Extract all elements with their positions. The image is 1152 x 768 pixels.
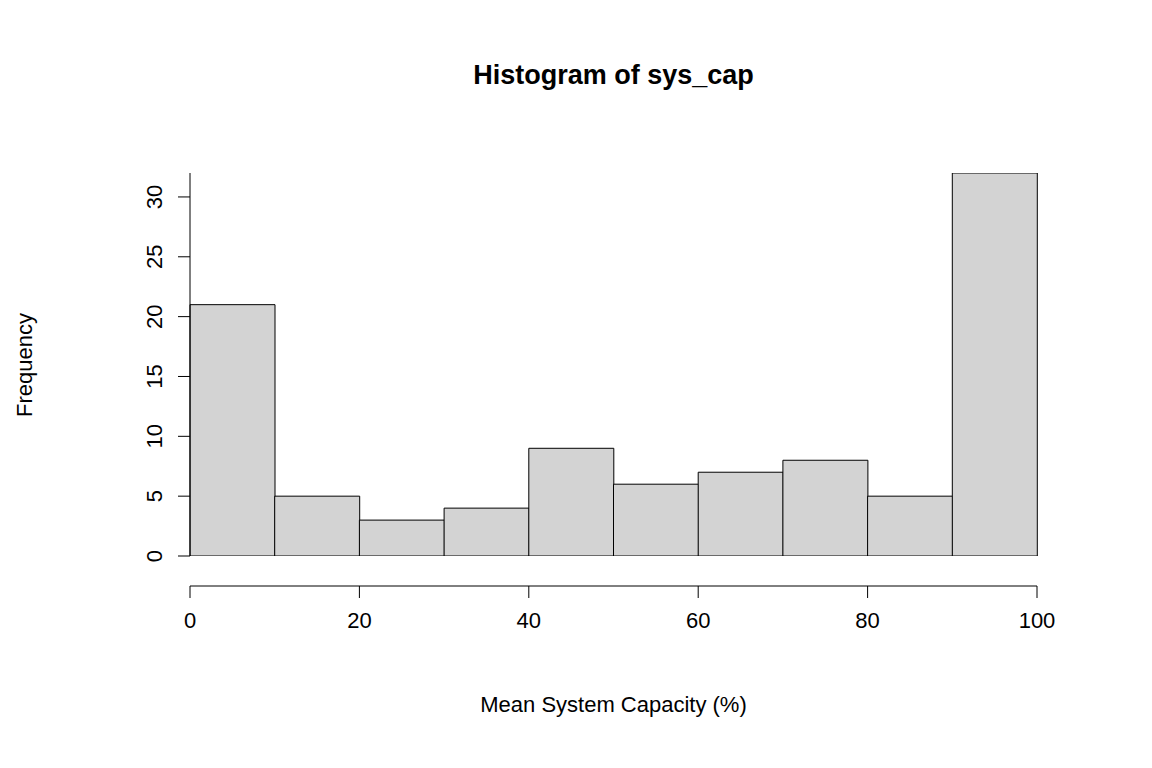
html-text:Histogram of sys_cap: Histogram of sys_cap <box>473 60 754 90</box>
svg-text:60: 60 <box>686 608 710 633</box>
svg-text:20: 20 <box>347 608 371 633</box>
svg-text:80: 80 <box>855 608 879 633</box>
html-text:Mean System Capacity (%): Mean System Capacity (%) <box>480 692 747 717</box>
svg-text:40: 40 <box>517 608 541 633</box>
svg-text:25: 25 <box>142 245 167 269</box>
html-text:Frequency: Frequency <box>12 313 37 417</box>
svg-text:20: 20 <box>142 304 167 328</box>
svg-text:15: 15 <box>142 364 167 388</box>
svg-text:0: 0 <box>184 608 196 633</box>
svg-text:5: 5 <box>142 490 167 502</box>
svg-text:0: 0 <box>142 550 167 562</box>
svg-text:100: 100 <box>1019 608 1056 633</box>
svg-text:30: 30 <box>142 185 167 209</box>
svg-text:10: 10 <box>142 424 167 448</box>
